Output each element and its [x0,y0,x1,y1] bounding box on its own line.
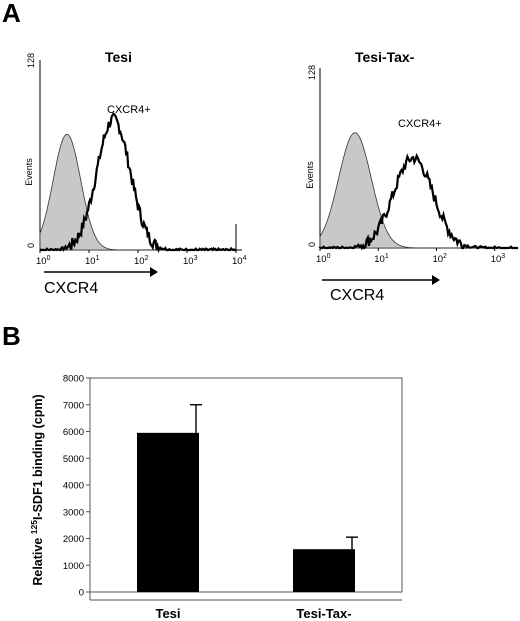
panel-label-a: A [2,0,21,28]
histogram-tesi-annotation: CXCR4+ [107,104,151,116]
histogram-tesi-ytick-max: 128 [26,53,36,68]
histogram-tesi-control-curve [39,133,236,251]
bar-chart-ytick-label: 7000 [63,400,84,411]
histogram-tesi-xtick-label: 101 [85,255,100,267]
histogram-tesi-tax-ylabel: Events [305,161,315,189]
bar-chart-ytick-label: 5000 [63,454,84,465]
bar-chart-ylabel: Relative 125I-SDF1 binding (cpm) [29,394,45,585]
bar-chart-ytick-label: 4000 [63,481,84,492]
histogram-tesi-tax-xtick-label: 103 [491,253,506,265]
bar-category-label-0: Tesi [155,606,180,621]
histogram-tesi-tax-xtick-label: 102 [432,253,447,265]
histogram-tesi-xtick-label: 100 [36,255,51,267]
histogram-tesi-tax-ytick-min: 0 [307,242,317,247]
bar-category-label-1: Tesi-Tax- [296,606,351,621]
histogram-tesi-title: Tesi [105,49,132,65]
bar-chart-binding: 0 1000 2000 3000 4000 5000 6000 7000 8000 Tesi Te… [29,374,403,621]
histogram-tesi-arrow-head [150,267,158,277]
histogram-tesi-tax-xtick-label: 100 [316,253,331,265]
histogram-tesi: Tesi 128 0 Events CXCR4+ 100 101 102 103 104… [24,49,247,297]
histogram-tesi-tax-title: Tesi-Tax- [355,49,415,65]
bar-chart-ytick-label: 2000 [63,534,84,545]
panel-label-b: B [2,321,21,351]
bar-chart-ytick-label: 1000 [63,561,84,572]
histogram-tesi-tax-ytick-max: 128 [307,65,317,80]
histogram-tesi-xlabel: CXCR4 [44,280,98,297]
histogram-tesi-tax-cxcr4-curve [318,152,518,251]
histogram-tesi-tax-arrow-head [432,275,440,285]
bar-chart-ytick-label: 8000 [63,374,84,385]
bar-chart-ytick-label: 6000 [63,427,84,438]
histogram-tesi-xtick-label: 104 [232,255,247,267]
histogram-tesi-cxcr4-curve [39,112,236,254]
bar-0 [137,432,199,592]
histogram-tesi-tax: Tesi-Tax- 128 0 Events CXCR4+ 100 101 102 1… [305,49,518,304]
histogram-tesi-tax-xtick-label: 101 [374,253,389,265]
bar-chart-ytick-label: 3000 [63,507,84,518]
histogram-tesi-tax-annotation: CXCR4+ [398,118,442,130]
bar-chart-plot-area [89,377,403,593]
histogram-tesi-tax-control-curve [319,132,518,249]
histogram-tesi-xtick-label: 102 [134,255,149,267]
histogram-tesi-ytick-min: 0 [26,243,36,248]
histogram-tesi-tax-xlabel: CXCR4 [330,287,384,304]
histogram-tesi-xtick-label: 103 [183,255,198,267]
histogram-tesi-ylabel: Events [24,158,34,186]
bar-1 [293,549,355,592]
bar-chart-ytick-label: 0 [79,588,84,599]
